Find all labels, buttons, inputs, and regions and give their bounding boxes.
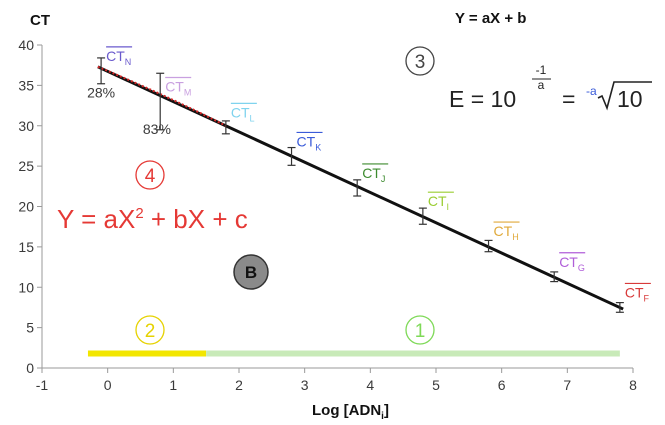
data-points-layer <box>97 57 624 313</box>
efficiency-root-index: -a <box>586 84 597 98</box>
efficiency-radical-sign <box>597 81 652 111</box>
error-bar <box>287 146 296 166</box>
svg-text:CTK: CTK <box>297 133 322 152</box>
efficiency-exp-denominator: a <box>538 78 545 92</box>
percent-label: 28% <box>87 84 115 100</box>
quadratic-eq-rest: + bX + c <box>144 204 248 234</box>
point-label-ct-j: CTJ <box>362 163 389 184</box>
error-bar <box>221 120 230 135</box>
efficiency-exp-numerator: -1 <box>536 63 547 77</box>
svg-text:CTI: CTI <box>428 193 449 212</box>
quadratic-eq-sup: 2 <box>135 205 143 222</box>
x-tick-label: 2 <box>235 377 243 393</box>
x-tick-label: 4 <box>366 377 374 393</box>
circle-3-marker: 3 <box>405 46 435 76</box>
svg-text:CTM: CTM <box>165 79 191 98</box>
x-tick-label: 1 <box>169 377 177 393</box>
x-axis-title-main: Log [ADN <box>312 402 381 419</box>
point-label-ct-l: CTL <box>230 102 257 123</box>
linear-equation: Y = aX + b <box>455 10 526 27</box>
circle-2-label: 2 <box>145 321 156 342</box>
x-axis-title: Log [ADNi] <box>312 402 389 422</box>
x-tick-label: 3 <box>301 377 309 393</box>
y-tick-label: 20 <box>18 199 34 215</box>
efficiency-eq-equals: = <box>562 86 575 112</box>
x-tick-label: 6 <box>498 377 506 393</box>
point-label-ct-k: CTK <box>296 131 323 152</box>
y-tick-label: 25 <box>18 158 34 174</box>
x-tick-label: 7 <box>563 377 571 393</box>
x-tick-label: -1 <box>36 377 49 393</box>
circle-1-marker: 1 <box>405 315 435 345</box>
fit-lines-layer <box>97 65 624 311</box>
point-label-ct-i: CTI <box>427 191 454 212</box>
y-tick-label: 10 <box>18 279 34 295</box>
error-bar <box>156 72 165 131</box>
circle-1-label: 1 <box>415 321 426 342</box>
point-label-ct-f: CTF <box>624 282 651 303</box>
y-tick-label: 35 <box>18 77 34 93</box>
svg-text:CTF: CTF <box>625 284 650 303</box>
quadratic-fit-line <box>97 65 227 127</box>
y-axis-title: CT <box>30 12 50 29</box>
circle-2-marker: 2 <box>135 315 165 345</box>
x-axis-title-close: ] <box>384 402 389 419</box>
svg-text:CTN: CTN <box>106 48 131 67</box>
svg-text:CTG: CTG <box>559 254 585 273</box>
circle-3-label: 3 <box>415 52 426 73</box>
y-tick-label: 0 <box>26 360 34 376</box>
percent-label: 83% <box>143 121 171 137</box>
svg-text:CTJ: CTJ <box>362 165 385 184</box>
circle-4-marker: 4 <box>135 160 165 190</box>
circle-4-label: 4 <box>145 166 156 187</box>
point-label-ct-n: CTN <box>106 46 133 67</box>
y-tick-label: 5 <box>26 320 34 336</box>
efficiency-equation: E = 10 -1 a = -a 10 <box>449 63 652 112</box>
x-axis-title-sub: i <box>381 411 384 422</box>
badge-b: B <box>233 254 269 290</box>
point-label-ct-g: CTG <box>559 252 586 273</box>
efficiency-root-value: 10 <box>617 86 643 112</box>
y-tick-label: 30 <box>18 118 34 134</box>
error-bar <box>418 207 427 225</box>
error-bar <box>484 239 493 253</box>
quadratic-eq-part1: Y = aX <box>57 204 135 234</box>
svg-text:CTL: CTL <box>231 104 255 123</box>
error-bar <box>550 271 559 283</box>
y-tick-label: 40 <box>18 37 34 53</box>
error-bar <box>353 179 362 197</box>
point-label-ct-m: CTM <box>165 76 191 98</box>
efficiency-eq-base: E = 10 <box>449 86 516 112</box>
error-bar <box>615 301 624 313</box>
linear-fit-line <box>97 65 624 311</box>
quadratic-equation: Y = aX2 + bX + c <box>57 204 248 234</box>
error-bar <box>97 57 106 85</box>
svg-text:CTH: CTH <box>494 223 519 242</box>
point-label-ct-h: CTH <box>493 221 520 242</box>
x-tick-label: 0 <box>104 377 112 393</box>
x-tick-label: 5 <box>432 377 440 393</box>
x-tick-label: 8 <box>629 377 637 393</box>
point-labels-layer: CTN CTM CTL CTK CTJ CTI CTH CTG CTF 28% 83% <box>87 46 651 303</box>
y-tick-label: 15 <box>18 239 34 255</box>
badge-b-label: B <box>245 263 257 282</box>
